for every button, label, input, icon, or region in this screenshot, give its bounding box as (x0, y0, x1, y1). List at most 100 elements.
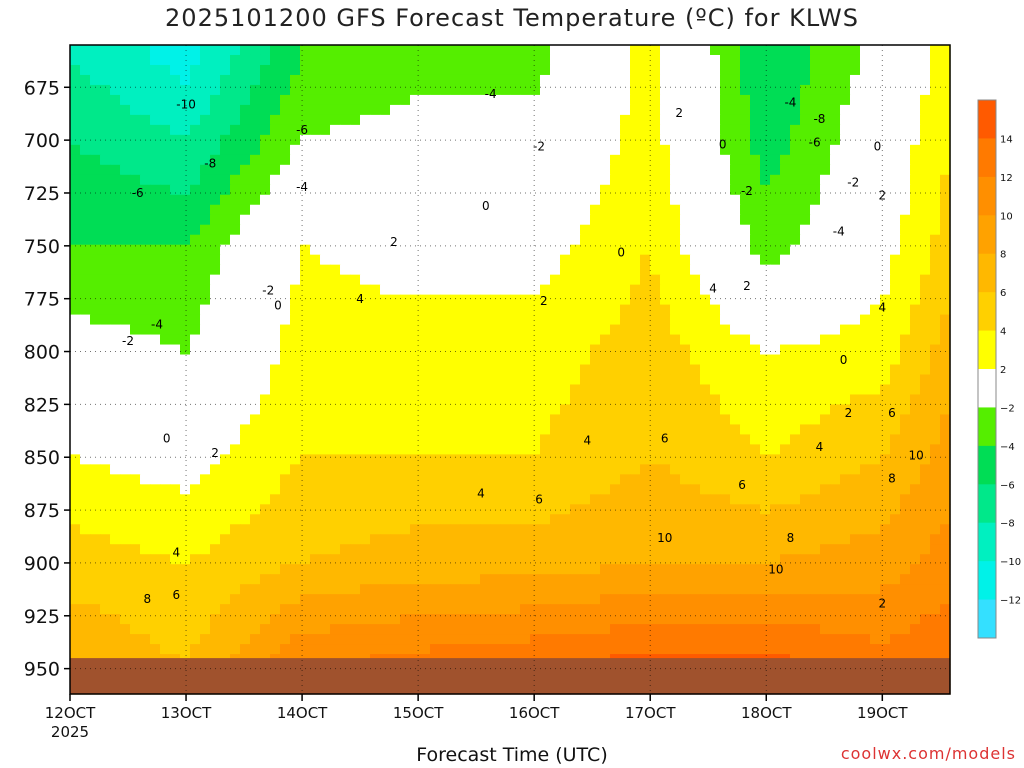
heatmap-cell (720, 194, 731, 206)
heatmap-cell (490, 544, 501, 555)
heatmap-cell (150, 124, 161, 136)
heatmap-cell (610, 324, 621, 336)
heatmap-cell (350, 444, 361, 455)
heatmap-cell (520, 314, 531, 326)
heatmap-cell (370, 294, 381, 306)
heatmap-cell (780, 414, 791, 426)
heatmap-cell (840, 274, 851, 286)
heatmap-cell (580, 224, 591, 236)
heatmap-cell (560, 544, 571, 555)
heatmap-cell (880, 554, 891, 565)
heatmap-cell (490, 194, 501, 206)
heatmap-cell (150, 45, 161, 56)
heatmap-cell (470, 584, 481, 595)
heatmap-cell (840, 504, 851, 515)
heatmap-cell (200, 434, 211, 445)
heatmap-cell (720, 154, 731, 166)
heatmap-cell (580, 64, 591, 76)
heatmap-cell (830, 144, 841, 156)
heatmap-cell (110, 454, 121, 465)
heatmap-cell (630, 174, 641, 186)
heatmap-cell (80, 254, 91, 266)
heatmap-cell (270, 94, 281, 106)
heatmap-cell (470, 474, 481, 485)
heatmap-cell (480, 414, 491, 426)
heatmap-cell (710, 364, 721, 376)
heatmap-cell (140, 194, 151, 206)
heatmap-cell (810, 244, 821, 256)
heatmap-cell (240, 394, 251, 406)
heatmap-cell (880, 504, 891, 515)
heatmap-cell (230, 544, 241, 555)
heatmap-cell (120, 564, 131, 575)
heatmap-cell (70, 94, 81, 106)
heatmap-cell (560, 324, 571, 336)
heatmap-cell (80, 244, 91, 256)
heatmap-cell (650, 444, 661, 455)
heatmap-cell (410, 45, 421, 56)
heatmap-cell (580, 274, 591, 286)
heatmap-cell (620, 534, 631, 545)
heatmap-cell (200, 194, 211, 206)
heatmap-cell (810, 354, 821, 366)
heatmap-cell (520, 164, 531, 176)
heatmap-cell (210, 224, 221, 236)
heatmap-cell (120, 224, 131, 236)
heatmap-cell (810, 234, 821, 246)
heatmap-cell (120, 234, 131, 246)
heatmap-cell (910, 234, 921, 246)
heatmap-cell (670, 354, 681, 366)
heatmap-cell (830, 84, 841, 96)
heatmap-cell (860, 214, 871, 226)
heatmap-cell (500, 54, 511, 66)
heatmap-cell (500, 454, 511, 465)
heatmap-cell (690, 64, 701, 76)
heatmap-cell (630, 464, 641, 475)
heatmap-cell (420, 384, 431, 396)
heatmap-cell (670, 124, 681, 136)
heatmap-cell (510, 574, 521, 585)
heatmap-cell (560, 394, 571, 406)
heatmap-cell (460, 524, 471, 535)
heatmap-cell (680, 474, 691, 485)
heatmap-cell (810, 314, 821, 326)
heatmap-cell (170, 304, 181, 316)
heatmap-cell (540, 124, 551, 136)
heatmap-cell (550, 464, 561, 475)
heatmap-cell (830, 174, 841, 186)
heatmap-cell (780, 474, 791, 485)
heatmap-cell (290, 484, 301, 495)
heatmap-cell (230, 474, 241, 485)
heatmap-cell (270, 574, 281, 585)
heatmap-cell (910, 314, 921, 326)
heatmap-cell (150, 604, 161, 615)
heatmap-cell (90, 504, 101, 515)
heatmap-cell (620, 364, 631, 376)
heatmap-cell (610, 394, 621, 406)
heatmap-cell (440, 534, 451, 545)
heatmap-cell (610, 364, 621, 376)
heatmap-cell (300, 314, 311, 326)
heatmap-cell (420, 314, 431, 326)
heatmap-cell (850, 84, 861, 96)
heatmap-cell (490, 224, 501, 236)
heatmap-cell (100, 374, 111, 386)
heatmap-cell (630, 324, 641, 336)
heatmap-cell (710, 574, 721, 585)
heatmap-cell (530, 234, 541, 246)
heatmap-cell (110, 45, 121, 56)
heatmap-cell (810, 184, 821, 196)
heatmap-cell (200, 554, 211, 565)
heatmap-cell (240, 45, 251, 56)
heatmap-cell (150, 244, 161, 256)
heatmap-cell (440, 274, 451, 286)
heatmap-cell (930, 204, 941, 216)
heatmap-cell (820, 304, 831, 316)
heatmap-cell (470, 384, 481, 396)
heatmap-cell (170, 64, 181, 76)
heatmap-cell (310, 104, 321, 116)
heatmap-cell (710, 144, 721, 156)
heatmap-cell (310, 234, 321, 246)
heatmap-cell (530, 74, 541, 86)
heatmap-cell (280, 184, 291, 196)
